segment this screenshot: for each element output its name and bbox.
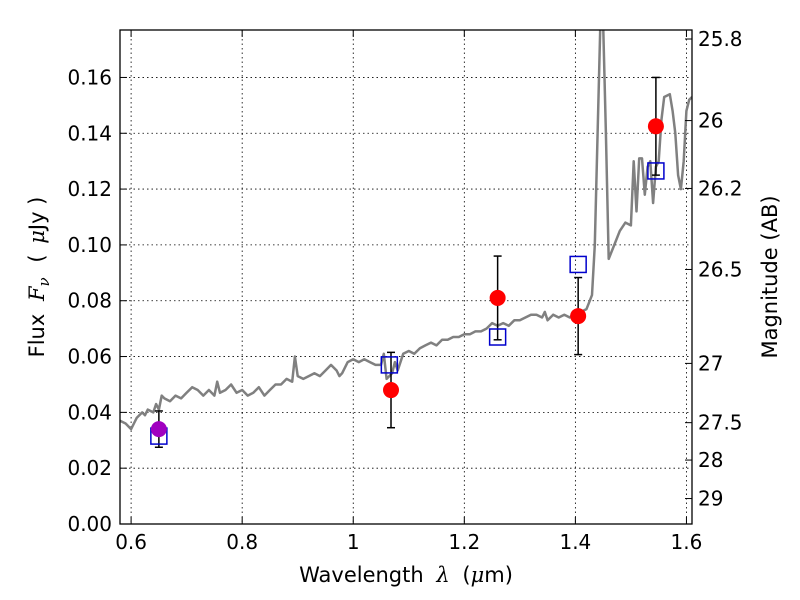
y-axis-symbol: F xyxy=(25,285,49,302)
model-point xyxy=(569,255,587,274)
model-point xyxy=(488,328,507,346)
spectrum-line xyxy=(120,30,692,431)
y-axis-unit-open: ( xyxy=(25,254,49,262)
markers xyxy=(150,76,665,448)
y-tick-label: 0.06 xyxy=(67,345,112,369)
y2-tick-label: 27.5 xyxy=(698,411,743,435)
x-tick-label: 0.8 xyxy=(226,530,258,554)
x-axis-unit-symbol: μ xyxy=(471,563,485,587)
x-tick-label: 0.6 xyxy=(115,530,147,554)
y2-tick-label: 25.8 xyxy=(698,27,743,51)
y-tick-label: 0.02 xyxy=(67,456,112,480)
plot-frame xyxy=(119,29,693,525)
y2-axis-title: Magnitude (AB) xyxy=(758,195,782,358)
y-tick-label: 0.04 xyxy=(67,400,112,424)
y2-tick-label: 27 xyxy=(698,351,723,375)
y-tick-label: 0.12 xyxy=(67,177,112,201)
x-axis-label: Wavelength xyxy=(299,563,424,587)
observed-point xyxy=(647,118,664,135)
y-axis-title: Flux Fν ( μJy ) xyxy=(25,197,54,358)
y-axis-unit-symbol: μ xyxy=(25,230,49,244)
ticks: 0.6 0.8 1 1.2 1.4 1.6 0.00 0.02 0.04 0.06 0.08 0.10… xyxy=(67,27,742,554)
x-axis-symbol: λ xyxy=(435,563,449,587)
y2-tick-label: 26 xyxy=(698,109,723,133)
x-axis-title: Wavelength λ (μm) xyxy=(299,563,513,587)
y-axis-subscript: ν xyxy=(35,277,53,286)
observed-point xyxy=(489,289,506,306)
y2-tick-label: 29 xyxy=(698,487,723,511)
y-axis-label: Flux xyxy=(25,314,49,358)
x-tick-label: 1.2 xyxy=(448,530,480,554)
y-tick-label: 0.00 xyxy=(67,512,112,536)
observed-point xyxy=(383,382,400,399)
y-tick-label: 0.16 xyxy=(67,65,112,89)
y2-tick-label: 28 xyxy=(698,448,723,472)
x-axis-unit-rest: m) xyxy=(484,563,513,587)
x-tick-label: 1 xyxy=(347,530,360,554)
plot-area xyxy=(120,30,692,431)
y2-tick-label: 26.2 xyxy=(698,176,743,200)
y2-tick-label: 26.5 xyxy=(698,257,743,281)
model-point xyxy=(380,356,399,374)
x-tick-label: 1.6 xyxy=(671,530,703,554)
y-tick-label: 0.08 xyxy=(67,289,112,313)
observed-point xyxy=(150,421,167,438)
y-tick-label: 0.10 xyxy=(67,233,112,257)
y-tick-label: 0.14 xyxy=(67,121,112,145)
model-point xyxy=(647,162,665,180)
y-axis-unit-rest: Jy ) xyxy=(25,197,49,233)
x-axis-unit-open: ( xyxy=(462,563,470,587)
x-tick-label: 1.4 xyxy=(559,530,591,554)
observed-point xyxy=(570,308,587,325)
